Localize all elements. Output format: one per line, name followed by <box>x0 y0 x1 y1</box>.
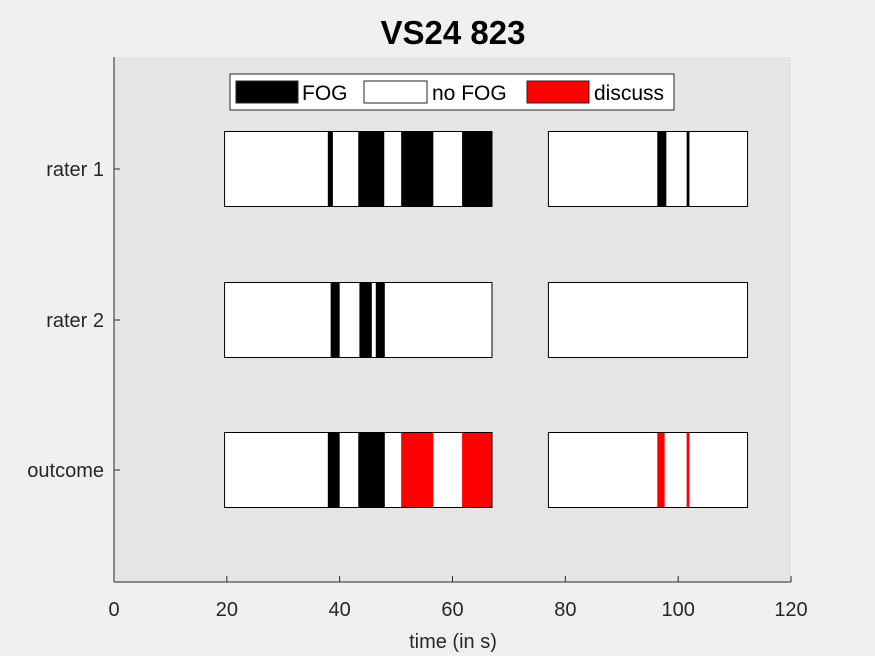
legend-box <box>229 73 675 111</box>
segment-bar <box>548 282 748 358</box>
x-tick-label: 100 <box>661 599 694 621</box>
x-tick-label: 40 <box>329 599 351 621</box>
segment-outline <box>224 282 493 358</box>
segment-outline <box>224 131 493 207</box>
segment-outline <box>547 131 749 207</box>
legend-label-discuss: discuss <box>594 82 664 105</box>
segment-outline <box>547 282 749 358</box>
y-tick-label: outcome <box>27 460 104 482</box>
event-discuss <box>462 432 492 508</box>
segment-outline <box>547 432 749 508</box>
chart-title: VS24 823 <box>381 14 526 51</box>
x-tick-label: 80 <box>554 599 576 621</box>
event-fog <box>657 131 667 207</box>
legend-swatch-discuss <box>526 80 590 104</box>
legend-swatch-fog <box>235 80 299 104</box>
event-fog <box>686 131 690 207</box>
x-tick-label: 120 <box>774 599 807 621</box>
event-discuss <box>657 432 665 508</box>
segment-bar <box>224 282 492 358</box>
x-tick-label: 60 <box>441 599 463 621</box>
timeline-rows <box>224 131 749 508</box>
legend-label-fog: FOG <box>302 82 348 105</box>
row-rater-2 <box>224 282 749 358</box>
event-fog <box>375 282 385 358</box>
event-fog <box>462 131 492 207</box>
event-fog <box>330 282 340 358</box>
legend-label-no-fog: no FOG <box>432 82 507 105</box>
y-tick-label: rater 1 <box>46 159 104 181</box>
row-rater-1 <box>224 131 749 207</box>
event-fog <box>358 131 385 207</box>
event-discuss <box>401 432 434 508</box>
x-tick-label: 20 <box>216 599 238 621</box>
event-fog <box>327 432 340 508</box>
segment-bar <box>548 131 748 207</box>
event-discuss <box>686 432 690 508</box>
y-tick-label: rater 2 <box>46 310 104 332</box>
event-fog <box>401 131 434 207</box>
row-outcome <box>224 432 749 508</box>
event-fog <box>359 282 372 358</box>
event-fog <box>327 131 333 207</box>
segment-bar <box>548 432 748 508</box>
event-fog <box>358 432 385 508</box>
legend[interactable]: FOG no FOG discuss <box>229 73 675 111</box>
x-axis-label: time (in s) <box>409 631 497 653</box>
axes: 0 20 40 60 80 100 120 rater 1 rater 2 outcome <box>27 57 808 621</box>
legend-swatch-no-fog <box>363 80 428 104</box>
x-tick-label: 0 <box>108 599 119 621</box>
segment-outline <box>224 432 493 508</box>
